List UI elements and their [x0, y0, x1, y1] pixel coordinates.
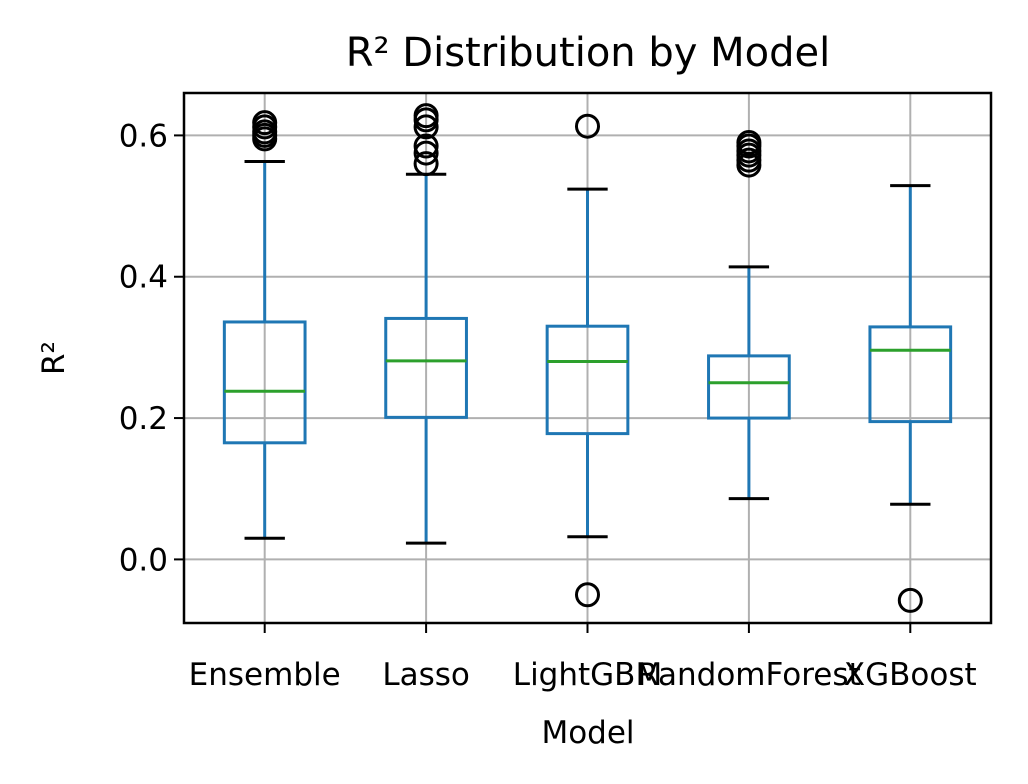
x-tick-label: XGBoost	[844, 657, 977, 693]
y-tick-label: 0.2	[119, 401, 168, 437]
outlier-point	[575, 582, 600, 608]
y-axis-label: R²	[36, 341, 72, 375]
x-tick-label: LightGBM	[513, 657, 662, 693]
x-tick-label: Ensemble	[189, 657, 341, 693]
box-group-xgboost	[868, 184, 953, 613]
box-group-lightgbm	[545, 113, 630, 608]
outlier-point	[413, 140, 439, 166]
outlier-point	[413, 133, 439, 159]
outlier-point	[252, 110, 278, 136]
x-tick-label: RandomForest	[637, 657, 860, 693]
outlier-point	[413, 103, 439, 129]
outlier-point	[736, 129, 762, 155]
outlier-point	[413, 151, 439, 177]
iqr-box	[707, 354, 791, 420]
iqr-box	[384, 316, 468, 419]
y-axis: 0.0 0.2 0.4 0.6	[119, 118, 184, 578]
box-group-ensemble	[222, 110, 307, 540]
y-tick-label: 0.0	[119, 542, 168, 578]
y-tick-label: 0.4	[119, 260, 168, 296]
y-tick-label: 0.6	[119, 118, 168, 154]
outlier-point	[575, 113, 600, 139]
box-group-randomforest	[707, 129, 791, 501]
x-tick-label: Lasso	[382, 657, 470, 693]
chart-title: R² Distribution by Model	[346, 30, 831, 76]
iqr-box	[545, 324, 630, 436]
boxes	[222, 103, 953, 613]
x-axis-label: Model	[541, 715, 634, 751]
outlier-point	[413, 114, 439, 140]
iqr-box	[868, 325, 953, 424]
outlier-point	[897, 587, 923, 613]
box-group-lasso	[384, 103, 468, 545]
iqr-box	[222, 320, 307, 445]
